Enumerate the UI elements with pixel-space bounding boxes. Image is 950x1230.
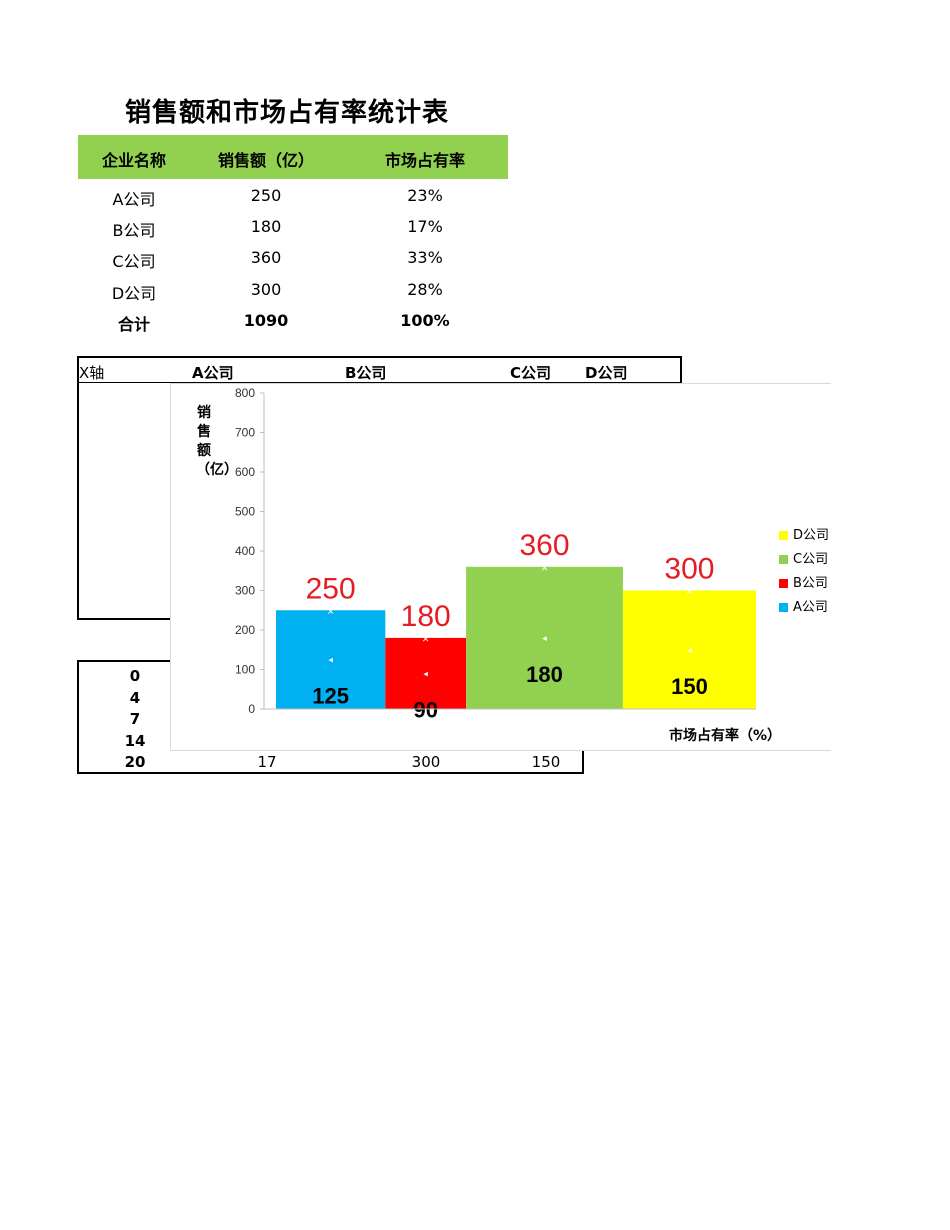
y-tick-label: 800 — [235, 386, 255, 400]
cell-sales: 300 — [250, 280, 282, 299]
chart-svg: 0 100 200 300 400 500 600 700 800 250 125 ✕ ◂ 180 90 ✕ ◂… — [235, 386, 756, 722]
cell-company: D公司 — [111, 284, 157, 303]
bar-0 — [276, 610, 386, 709]
legend-swatch — [779, 531, 788, 540]
bar-value-label: 250 — [306, 572, 356, 605]
x-axis-corner: X轴 — [79, 364, 105, 382]
y-tick-label: 700 — [235, 426, 255, 440]
legend-swatch — [779, 555, 788, 564]
y-cell: 150 — [531, 753, 561, 771]
cell-share: 33% — [407, 248, 443, 267]
legend-swatch — [779, 579, 788, 588]
cell-share: 17% — [407, 217, 443, 236]
bar-mid-label: 180 — [526, 662, 563, 687]
legend-item: C公司 — [779, 548, 828, 567]
y-cell: 0 — [129, 667, 141, 685]
y-cell: 17 — [257, 753, 277, 771]
bar-top-marker: ✕ — [327, 607, 335, 617]
bar-2 — [466, 566, 623, 709]
bar-value-label: 360 — [519, 529, 569, 562]
bar-top-marker: ✕ — [422, 635, 430, 645]
x-label-a: A公司 — [192, 364, 234, 382]
bar-3 — [622, 590, 756, 709]
bar-mid-label: 125 — [312, 684, 349, 709]
x-label-c: C公司 — [510, 364, 552, 382]
x-axis-title: 市场占有率（%） — [669, 728, 782, 744]
bar-mid-label: 90 — [413, 697, 437, 722]
legend-item: B公司 — [779, 572, 828, 591]
y-cell: 4 — [129, 689, 141, 707]
header-share: 市场占有率 — [384, 151, 466, 170]
bar-mid-label: 150 — [671, 674, 708, 699]
y-cell: 7 — [129, 710, 141, 728]
y-tick-label: 600 — [235, 465, 255, 479]
header-company: 企业名称 — [101, 151, 167, 170]
cell-company: C公司 — [112, 252, 156, 271]
bar-value-label: 180 — [401, 600, 451, 633]
table-row: C公司 360 33% — [78, 248, 508, 271]
total-label: 合计 — [117, 315, 151, 334]
total-sales: 1090 — [243, 311, 289, 330]
legend-label: A公司 — [793, 600, 828, 615]
bar-mid-marker: ◂ — [423, 669, 428, 679]
chart-area: 销售额（亿） 0 100 200 300 400 500 600 700 800 250 125 ✕ ◂… — [170, 383, 831, 751]
y-cell: 300 — [411, 753, 441, 771]
legend-item: A公司 — [779, 596, 828, 615]
y-tick-label: 300 — [235, 584, 255, 598]
cell-company: B公司 — [112, 221, 156, 240]
legend-label: B公司 — [793, 576, 828, 591]
bar-mid-marker: ◂ — [687, 646, 692, 656]
bar-value-label: 300 — [664, 553, 714, 586]
header-sales: 销售额（亿） — [217, 151, 315, 170]
y-cell: 14 — [124, 732, 146, 750]
summary-table-header: 企业名称 销售额（亿） 市场占有率 — [78, 135, 508, 179]
legend-label: C公司 — [793, 552, 829, 567]
cell-sales: 250 — [250, 186, 282, 205]
table-row: B公司 180 17% — [78, 217, 508, 240]
y-cell: 20 — [124, 753, 146, 771]
x-label-d: D公司 — [585, 364, 628, 382]
divider — [79, 382, 680, 383]
bar-mid-marker: ◂ — [328, 656, 333, 666]
total-share: 100% — [400, 311, 450, 330]
y-tick-label: 500 — [235, 505, 255, 519]
y-tick-label: 400 — [235, 544, 255, 558]
cell-sales: 360 — [250, 248, 282, 267]
legend-swatch — [779, 603, 788, 612]
bar-mid-marker: ◂ — [542, 634, 547, 644]
cell-share: 23% — [407, 186, 443, 205]
y-tick-label: 200 — [235, 623, 255, 637]
table-row: D公司 300 28% — [78, 280, 508, 303]
x-label-b: B公司 — [345, 364, 387, 382]
legend-item: D公司 — [779, 524, 829, 543]
bar-top-marker: ✕ — [541, 564, 549, 574]
bar-top-marker: ✕ — [686, 588, 694, 598]
table-total-row: 合计 1090 100% — [78, 311, 508, 334]
cell-company: A公司 — [112, 190, 156, 209]
table-row: A公司 250 23% — [78, 186, 508, 209]
bar-1 — [385, 637, 467, 709]
page-title: 销售额和市场占有率统计表 — [125, 98, 450, 128]
cell-sales: 180 — [250, 217, 282, 236]
legend-label: D公司 — [793, 528, 830, 543]
y-tick-label: 100 — [235, 663, 255, 677]
y-tick-label: 0 — [248, 702, 255, 716]
cell-share: 28% — [407, 280, 443, 299]
